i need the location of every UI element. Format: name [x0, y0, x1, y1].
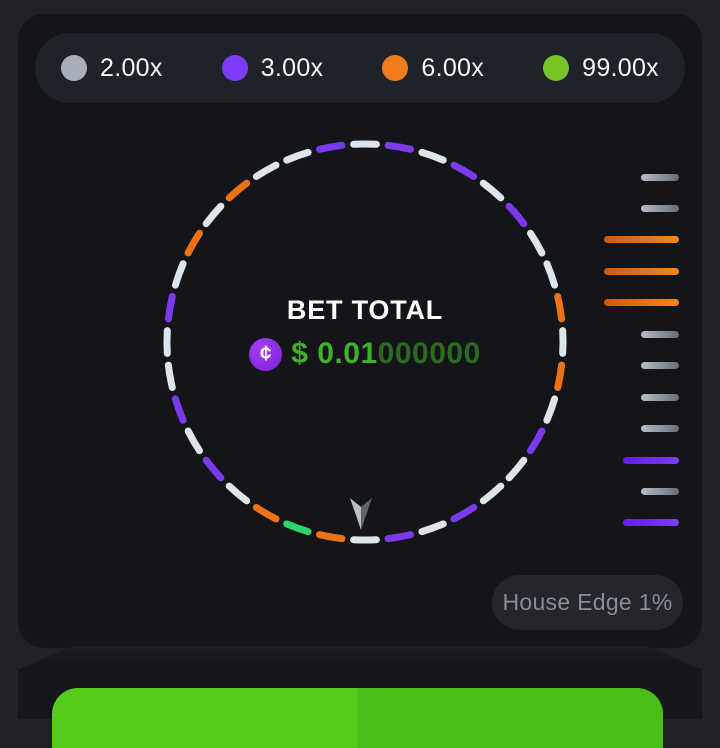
legend-item-99.00x: 99.00x	[543, 54, 659, 83]
coin-symbol: ¢	[260, 342, 272, 366]
history-bar-orange	[604, 236, 679, 243]
bet-amount-row: ¢ $ 0.01000000	[163, 337, 567, 371]
legend-label: 2.00x	[100, 54, 163, 83]
history-bar-purple	[623, 519, 679, 526]
bet-amount-value: $ 0.01	[291, 337, 377, 370]
legend-dot-icon	[382, 55, 408, 81]
bet-amount: $ 0.01000000	[291, 337, 481, 371]
house-edge-badge: House Edge 1%	[492, 575, 683, 630]
house-edge-label: House Edge 1%	[502, 589, 672, 616]
legend-dot-icon	[222, 55, 248, 81]
legend-item-3.00x: 3.00x	[222, 54, 324, 83]
legend-dot-icon	[61, 55, 87, 81]
history-bar-orange	[604, 299, 679, 306]
panel-bottom-bevel	[18, 646, 702, 670]
wheel-center-info: BET TOTAL ¢ $ 0.01000000	[163, 295, 567, 371]
legend-label: 99.00x	[582, 54, 659, 83]
history-bar-orange	[604, 268, 679, 275]
multiplier-legend: 2.00x 3.00x 6.00x 99.00x	[35, 33, 685, 103]
wheel-game-screen: { "legend": { "items": [ {"label": "2.00…	[0, 0, 720, 719]
legend-item-6.00x: 6.00x	[382, 54, 484, 83]
coin-icon: ¢	[249, 338, 282, 371]
bet-amount-trailing-zeros: 000000	[378, 337, 481, 370]
history-bar-gray	[641, 394, 679, 401]
history-bar-gray	[641, 174, 679, 181]
history-bar-purple	[623, 457, 679, 464]
legend-item-2.00x: 2.00x	[61, 54, 163, 83]
history-bar-gray	[641, 331, 679, 338]
legend-label: 3.00x	[261, 54, 324, 83]
legend-label: 6.00x	[421, 54, 484, 83]
history-bar-gray	[641, 425, 679, 432]
bet-button[interactable]	[52, 688, 663, 748]
legend-dot-icon	[543, 55, 569, 81]
history-bar-gray	[641, 488, 679, 495]
bet-total-title: BET TOTAL	[163, 295, 567, 326]
history-bar-gray	[641, 205, 679, 212]
history-bar-gray	[641, 362, 679, 369]
